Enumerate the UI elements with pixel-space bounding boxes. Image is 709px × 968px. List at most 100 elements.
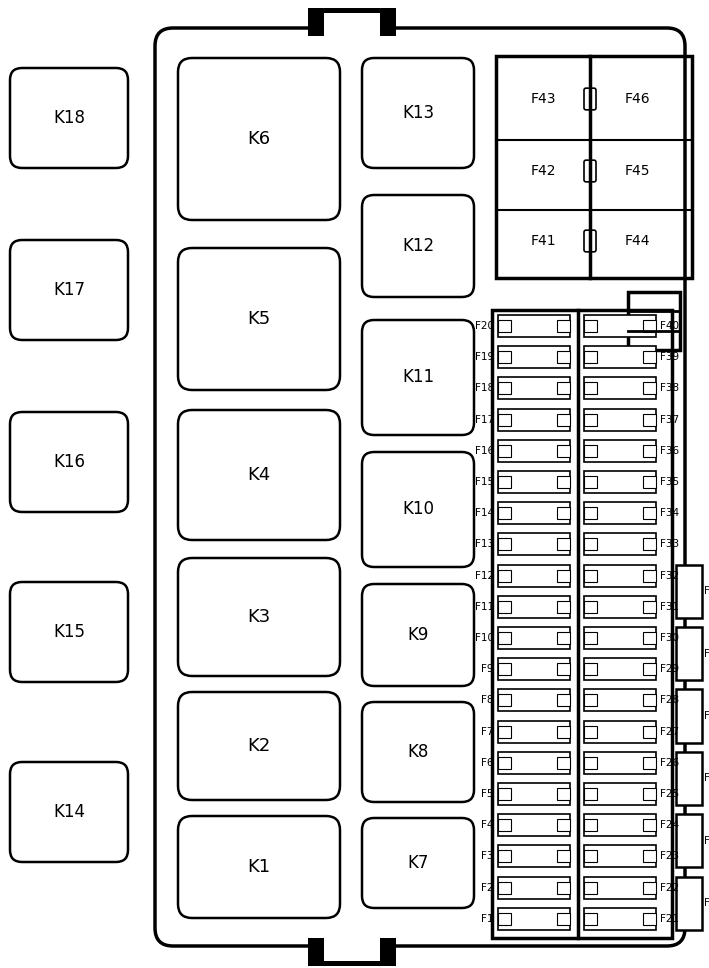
Text: F22: F22 [660, 883, 679, 892]
Bar [676, 877, 702, 930]
FancyBboxPatch shape [178, 58, 340, 220]
Text: F37: F37 [660, 414, 679, 425]
Bar [584, 726, 597, 738]
Text: F1: F1 [481, 914, 494, 923]
Bar [584, 757, 597, 769]
FancyBboxPatch shape [584, 160, 596, 182]
Bar [584, 908, 656, 930]
Text: F47: F47 [704, 898, 709, 908]
Bar [498, 877, 570, 898]
Bar [643, 382, 656, 394]
Bar [584, 538, 597, 551]
Bar [498, 783, 570, 805]
Bar [498, 413, 511, 426]
Bar [584, 444, 597, 457]
Bar [584, 471, 656, 493]
Bar [498, 689, 570, 711]
Text: F42: F42 [530, 164, 556, 178]
Bar [628, 292, 680, 350]
FancyBboxPatch shape [584, 230, 596, 252]
Bar [584, 507, 597, 519]
Bar [498, 502, 570, 525]
Text: K16: K16 [53, 453, 85, 471]
Text: F7: F7 [481, 727, 494, 737]
Bar [643, 632, 656, 644]
Text: F13: F13 [475, 539, 494, 550]
Bar [557, 663, 570, 676]
Text: K2: K2 [247, 737, 271, 755]
Bar [584, 788, 597, 800]
Text: F3: F3 [481, 852, 494, 862]
Text: K11: K11 [402, 369, 434, 386]
Text: F32: F32 [660, 570, 679, 581]
Bar [498, 378, 570, 400]
Bar [498, 595, 570, 618]
Bar [643, 726, 656, 738]
Bar [498, 850, 511, 862]
Text: K9: K9 [407, 626, 429, 644]
Text: F25: F25 [660, 789, 679, 799]
Bar [584, 533, 656, 556]
Bar [557, 320, 570, 332]
Bar [308, 961, 396, 966]
Bar [498, 507, 511, 519]
Bar [557, 788, 570, 800]
Text: K18: K18 [53, 109, 85, 127]
Bar [584, 408, 656, 431]
Bar [498, 439, 570, 462]
Bar [498, 382, 511, 394]
Bar [643, 351, 656, 363]
Text: F46: F46 [624, 92, 650, 106]
Text: F17: F17 [475, 414, 494, 425]
Text: K1: K1 [247, 858, 271, 876]
Bar [498, 632, 511, 644]
Bar [496, 56, 692, 278]
Bar [498, 882, 511, 893]
Bar [584, 627, 656, 649]
Text: F15: F15 [475, 477, 494, 487]
FancyBboxPatch shape [10, 68, 128, 168]
Text: F23: F23 [660, 852, 679, 862]
Bar [676, 689, 702, 742]
Bar [557, 850, 570, 862]
Bar [643, 320, 656, 332]
Text: F40: F40 [660, 321, 679, 331]
Text: K6: K6 [247, 130, 271, 148]
Bar [498, 694, 511, 707]
FancyBboxPatch shape [178, 692, 340, 800]
Bar [308, 8, 396, 13]
Bar [498, 471, 570, 493]
Bar [498, 315, 570, 337]
Bar [498, 819, 511, 832]
Text: K7: K7 [407, 854, 429, 872]
FancyBboxPatch shape [584, 88, 596, 109]
Bar [584, 814, 656, 836]
Bar [557, 569, 570, 582]
Bar [308, 8, 324, 36]
Text: K10: K10 [402, 500, 434, 519]
Text: F4: F4 [481, 820, 494, 831]
Bar [557, 601, 570, 613]
FancyBboxPatch shape [362, 452, 474, 567]
FancyBboxPatch shape [178, 558, 340, 676]
Bar [498, 476, 511, 488]
Bar [643, 663, 656, 676]
Text: K13: K13 [402, 104, 434, 122]
Bar [498, 757, 511, 769]
Bar [584, 595, 656, 618]
Bar [584, 783, 656, 805]
Bar [643, 476, 656, 488]
FancyBboxPatch shape [178, 410, 340, 540]
Text: F18: F18 [475, 383, 494, 393]
Bar [557, 819, 570, 832]
Text: F35: F35 [660, 477, 679, 487]
FancyBboxPatch shape [362, 58, 474, 168]
Bar [676, 564, 702, 618]
Bar [584, 351, 597, 363]
Bar [557, 913, 570, 924]
Bar [584, 632, 597, 644]
Bar [380, 938, 396, 966]
Text: F10: F10 [475, 633, 494, 643]
Bar [557, 382, 570, 394]
Bar [498, 351, 511, 363]
